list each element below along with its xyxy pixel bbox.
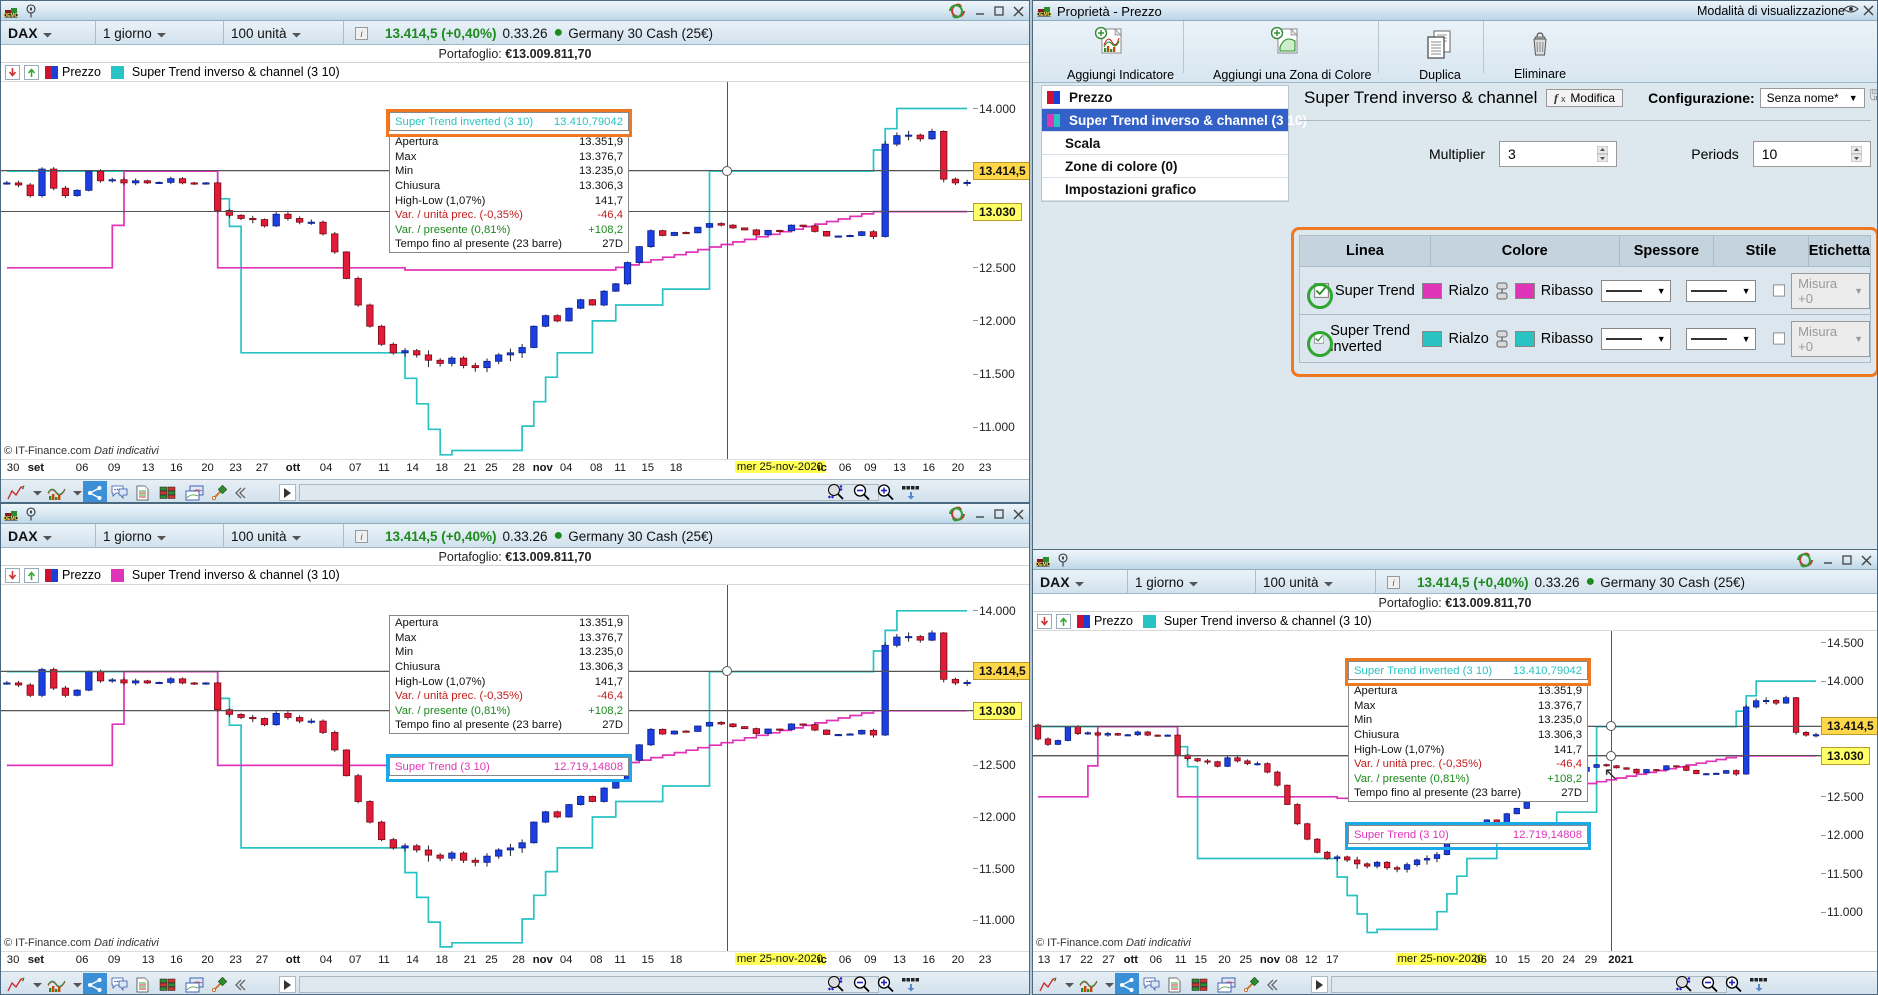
svg-text:DEMO: DEMO [4, 516, 19, 521]
svg-text:DEMO: DEMO [1036, 562, 1051, 567]
svg-text:DEMO: DEMO [4, 13, 19, 18]
svg-text:DEMO: DEMO [1037, 12, 1052, 17]
svg-text:x: x [1561, 94, 1566, 104]
svg-text:f: f [1554, 91, 1559, 104]
